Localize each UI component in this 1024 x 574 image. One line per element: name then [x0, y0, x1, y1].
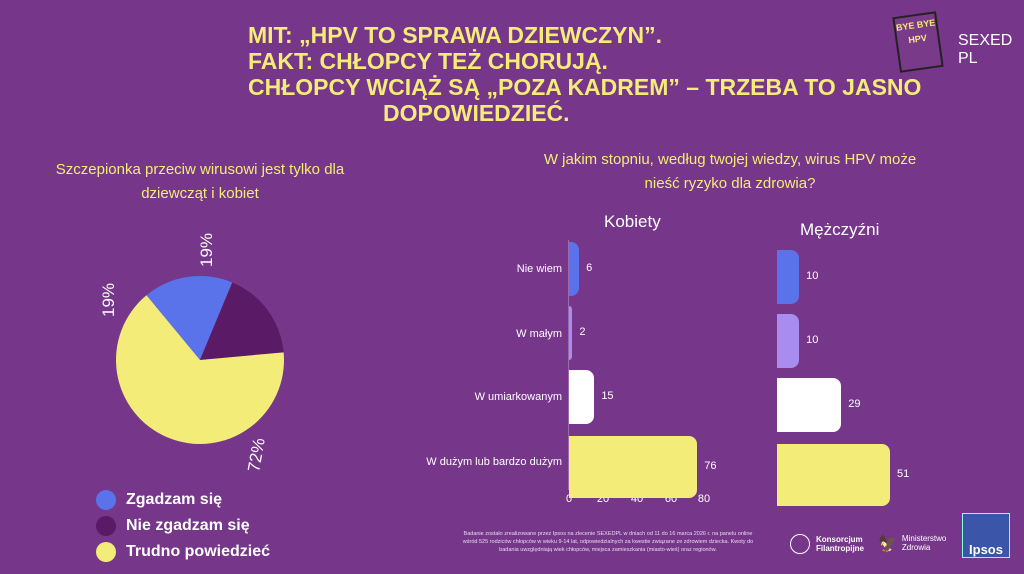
- category-label: Nie wiem: [516, 263, 562, 275]
- pie-title: Szczepionka przeciw wirusowi jest tylko …: [55, 161, 345, 202]
- bar: [569, 242, 580, 296]
- konsorcjum-logo: Konsorcjum Filantropijne: [790, 534, 872, 554]
- headline-line: MIT: „HPV TO SPRAWA DZIEWCZYN”.: [248, 22, 663, 48]
- legend-label: Trudno powiedzieć: [126, 543, 271, 560]
- pie-label-dark: 19%: [197, 232, 217, 268]
- legend-item: Nie zgadzam się: [96, 513, 270, 539]
- legend-item: Trudno powiedzieć: [96, 539, 270, 565]
- ministerstwo-text: Ministerstwo Zdrowia: [901, 534, 947, 552]
- category-label: W umiarkowanym: [474, 391, 562, 403]
- pie-slice: [115, 295, 284, 444]
- x-axis-line: [568, 240, 569, 490]
- bye-bye-hpv-logo: BYE BYE HPV: [892, 11, 944, 73]
- headline-line: FAKT: CHŁOPCY TEŻ CHORUJĄ.: [248, 48, 608, 74]
- headline-line: DOPOWIEDZIEĆ.: [383, 100, 570, 126]
- bar: [777, 314, 800, 368]
- series-label-mezczyzni: Mężczyźni: [800, 220, 880, 239]
- category-label: W dużym lub bardzo dużym: [426, 456, 562, 468]
- category-label: W małym: [516, 328, 562, 340]
- sexed-logo: SEXED PL: [958, 32, 1013, 67]
- series-label-kobiety: Kobiety: [604, 212, 661, 231]
- x-tick: 80: [697, 493, 711, 505]
- bar-value-label: 10: [806, 270, 819, 282]
- pie-slice: [200, 282, 284, 360]
- bar-value-label: 6: [586, 262, 593, 274]
- legend-label: Nie zgadzam się: [126, 517, 250, 534]
- legend-item: Zgadzam się: [96, 487, 270, 513]
- legend-label: Zgadzam się: [126, 491, 223, 508]
- bar-title: W jakim stopniu, według twojej wiedzy, w…: [543, 151, 917, 192]
- headline: MIT: „HPV TO SPRAWA DZIEWCZYN”. FAKT: CH…: [248, 22, 922, 126]
- bar: [569, 306, 573, 360]
- konsorcjum-text: Konsorcjum Filantropijne: [816, 535, 864, 553]
- ministerstwo-logo: 🦅 Ministerstwo Zdrowia: [878, 534, 952, 554]
- pie-slice: [146, 276, 233, 360]
- bar-value-label: 10: [806, 334, 819, 346]
- pie-chart: [115, 276, 284, 444]
- legend-swatch: [96, 516, 116, 536]
- pie-legend: Zgadzam się Nie zgadzam się Trudno powie…: [96, 487, 270, 565]
- methodology-note: Badanie zostało zrealizowane przez Ipsos…: [462, 531, 754, 553]
- bar-value-label: 29: [848, 398, 861, 410]
- bar: [777, 250, 800, 304]
- headline-line: CHŁOPCY WCIĄŻ SĄ „POZA KADREM” – TRZEBA …: [248, 74, 922, 100]
- ipsos-logo: Ipsos: [962, 513, 1010, 558]
- bar: [569, 370, 595, 424]
- legend-swatch: [96, 490, 116, 510]
- bar-value-label: 51: [897, 468, 910, 480]
- bar: [777, 444, 890, 506]
- legend-swatch: [96, 542, 116, 562]
- bar-value-label: 15: [601, 390, 614, 402]
- pie-label-yellow: 72%: [244, 436, 269, 474]
- pie-label-blue: 19%: [99, 282, 119, 318]
- bar: [777, 378, 842, 432]
- bar: [569, 436, 698, 498]
- bar-value-label: 76: [704, 460, 717, 472]
- bar-value-label: 2: [579, 326, 586, 338]
- x-tick: 0: [565, 493, 573, 505]
